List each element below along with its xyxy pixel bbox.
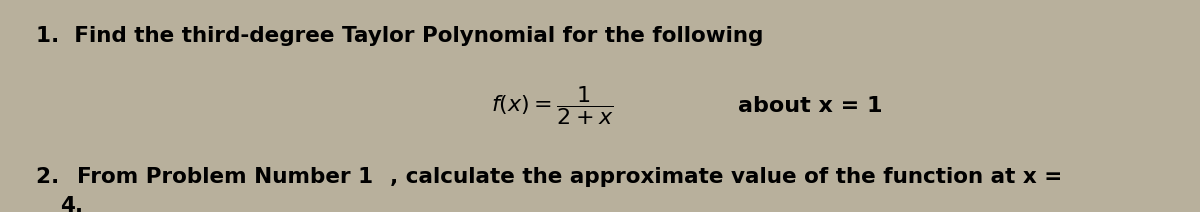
Text: 4.: 4. <box>60 196 83 212</box>
Text: From Problem Number 1: From Problem Number 1 <box>77 167 373 187</box>
Text: $f(x) = \dfrac{1}{2+x}$: $f(x) = \dfrac{1}{2+x}$ <box>491 85 613 127</box>
Text: , calculate the approximate value of the function at x =: , calculate the approximate value of the… <box>390 167 1062 187</box>
Text: about x = 1: about x = 1 <box>738 96 882 116</box>
Text: 2.: 2. <box>36 167 74 187</box>
Text: 1.  Find the third-degree Taylor Polynomial for the following: 1. Find the third-degree Taylor Polynomi… <box>36 26 763 46</box>
